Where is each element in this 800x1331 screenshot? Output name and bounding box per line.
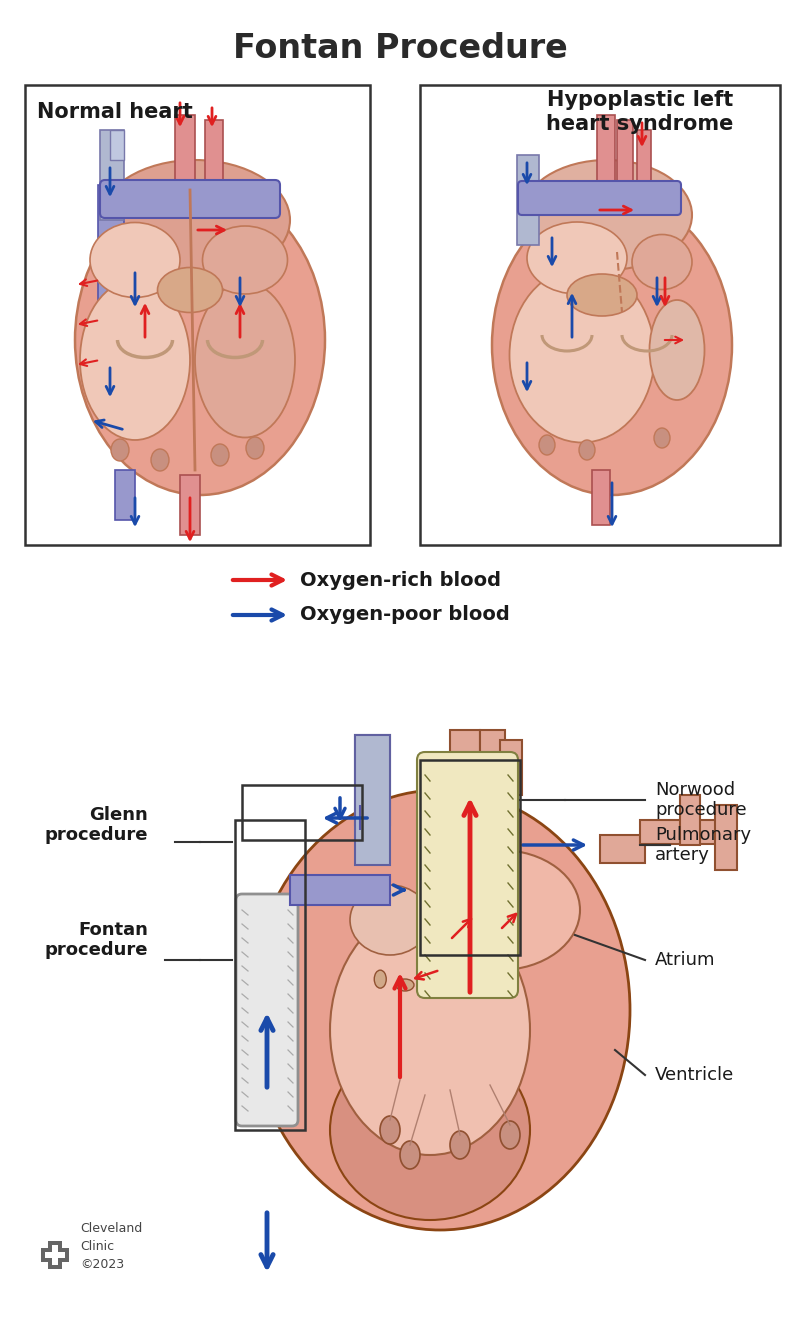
- Ellipse shape: [80, 280, 190, 441]
- Text: Pulmonary
artery: Pulmonary artery: [655, 825, 751, 864]
- Bar: [100, 130, 124, 220]
- Ellipse shape: [75, 185, 325, 495]
- Ellipse shape: [500, 1121, 520, 1149]
- Text: Oxygen-rich blood: Oxygen-rich blood: [300, 571, 501, 590]
- Bar: [617, 120, 633, 190]
- Ellipse shape: [420, 851, 580, 970]
- Ellipse shape: [527, 222, 627, 294]
- Text: Normal heart: Normal heart: [37, 102, 193, 122]
- Ellipse shape: [111, 439, 129, 461]
- Bar: [235, 820, 305, 1130]
- Bar: [41, 1248, 69, 1262]
- Ellipse shape: [442, 937, 498, 982]
- FancyBboxPatch shape: [417, 752, 518, 998]
- Bar: [48, 1240, 62, 1268]
- Ellipse shape: [431, 960, 449, 972]
- Bar: [715, 805, 737, 870]
- Bar: [637, 130, 651, 210]
- Bar: [600, 835, 645, 862]
- Text: Fontan Procedure: Fontan Procedure: [233, 32, 567, 64]
- Ellipse shape: [250, 791, 630, 1230]
- Text: Atrium: Atrium: [655, 952, 715, 969]
- Bar: [242, 785, 362, 840]
- Bar: [52, 1244, 58, 1264]
- Ellipse shape: [539, 435, 555, 455]
- Text: Norwood
procedure: Norwood procedure: [655, 780, 746, 820]
- Bar: [115, 470, 135, 520]
- Text: Oxygen-poor blood: Oxygen-poor blood: [300, 606, 510, 624]
- Text: Ventricle: Ventricle: [655, 1066, 734, 1083]
- Bar: [355, 735, 390, 865]
- Ellipse shape: [151, 449, 169, 471]
- Ellipse shape: [579, 441, 595, 461]
- Ellipse shape: [567, 274, 637, 315]
- Ellipse shape: [330, 905, 530, 1155]
- Ellipse shape: [195, 282, 295, 438]
- Ellipse shape: [522, 160, 692, 270]
- FancyBboxPatch shape: [518, 181, 681, 216]
- Bar: [110, 130, 124, 160]
- Ellipse shape: [202, 226, 287, 294]
- Text: Cleveland
Clinic
©2023: Cleveland Clinic ©2023: [80, 1222, 142, 1271]
- Ellipse shape: [246, 437, 264, 459]
- Bar: [45, 1252, 65, 1258]
- Ellipse shape: [350, 885, 430, 956]
- Text: Hypoplastic left
heart syndrome: Hypoplastic left heart syndrome: [546, 91, 734, 133]
- Bar: [420, 85, 780, 544]
- Bar: [597, 114, 615, 196]
- Ellipse shape: [650, 299, 705, 401]
- Ellipse shape: [453, 933, 487, 964]
- Bar: [640, 820, 720, 844]
- Bar: [420, 760, 520, 956]
- Bar: [290, 874, 390, 905]
- Ellipse shape: [424, 970, 436, 988]
- Bar: [98, 185, 124, 305]
- Bar: [180, 475, 200, 535]
- Ellipse shape: [380, 1115, 400, 1145]
- Bar: [480, 729, 505, 795]
- Ellipse shape: [632, 234, 692, 290]
- Bar: [500, 740, 522, 795]
- Bar: [680, 795, 700, 845]
- Text: Glenn
procedure: Glenn procedure: [45, 805, 148, 844]
- Ellipse shape: [396, 980, 414, 992]
- Bar: [355, 735, 390, 825]
- Ellipse shape: [374, 970, 386, 988]
- Ellipse shape: [211, 445, 229, 466]
- Bar: [450, 729, 480, 831]
- Ellipse shape: [158, 268, 222, 313]
- Ellipse shape: [90, 222, 180, 298]
- Ellipse shape: [654, 429, 670, 449]
- Bar: [592, 470, 610, 524]
- Text: Fontan
procedure: Fontan procedure: [45, 921, 148, 960]
- Bar: [517, 154, 539, 245]
- Bar: [175, 114, 195, 196]
- Ellipse shape: [492, 196, 732, 495]
- Ellipse shape: [510, 268, 654, 442]
- FancyBboxPatch shape: [100, 180, 280, 218]
- Ellipse shape: [400, 1141, 420, 1169]
- Ellipse shape: [450, 1131, 470, 1159]
- Ellipse shape: [330, 1040, 530, 1221]
- FancyBboxPatch shape: [236, 894, 298, 1126]
- Bar: [25, 85, 370, 544]
- Bar: [205, 120, 223, 196]
- Ellipse shape: [100, 160, 290, 280]
